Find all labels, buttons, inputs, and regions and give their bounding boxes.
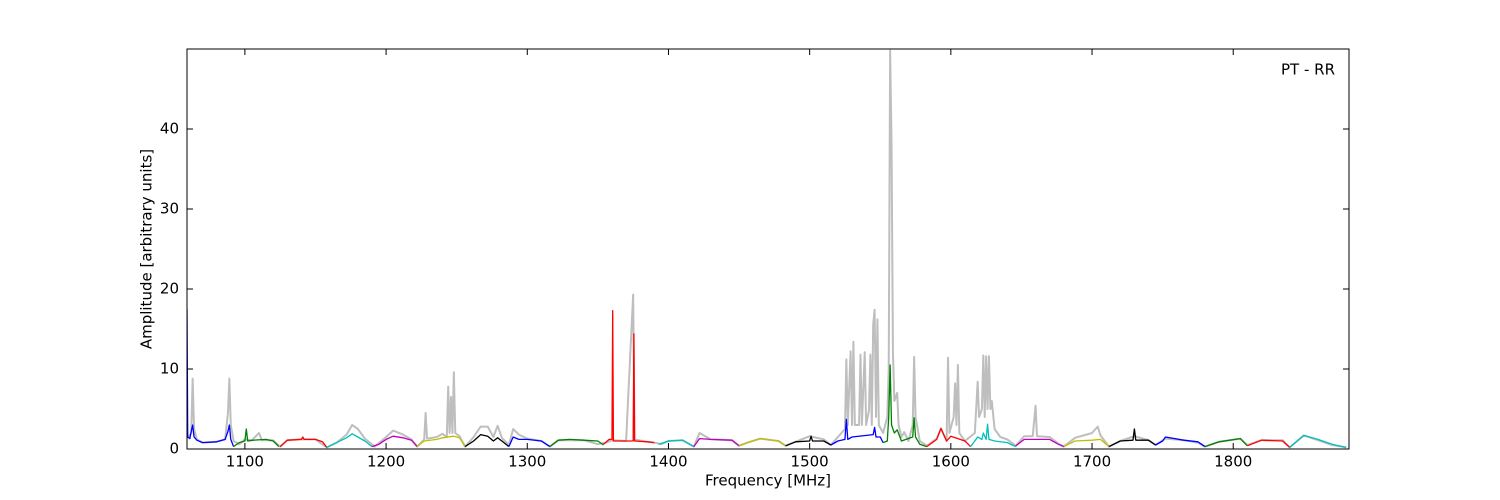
x-tick-label: 1100 <box>226 453 264 471</box>
y-tick-label: 20 <box>160 280 179 298</box>
subband-line <box>1204 437 1248 448</box>
subband-line <box>658 439 695 448</box>
x-tick-label: 1500 <box>791 453 829 471</box>
subband-line <box>326 433 373 448</box>
subband-line <box>1063 438 1110 448</box>
plot-area <box>187 49 1347 449</box>
x-tick-label: 1800 <box>1214 453 1252 471</box>
subband-line <box>279 436 328 448</box>
subband-line <box>371 435 418 448</box>
subband-line <box>1155 436 1206 448</box>
axes-frame <box>186 48 1350 450</box>
subband-line <box>464 433 510 448</box>
subband-line <box>549 438 604 448</box>
y-tick-label: 10 <box>160 360 179 378</box>
subband-line <box>738 437 787 447</box>
x-tick-label: 1400 <box>649 453 687 471</box>
subband-line <box>1108 428 1156 448</box>
subband-line <box>1289 434 1347 449</box>
subband-line <box>970 423 1017 448</box>
y-tick-label: 40 <box>160 120 179 138</box>
subband-line <box>785 435 832 447</box>
y-tick-label: 0 <box>169 440 179 458</box>
subband-line <box>693 437 740 447</box>
x-tick-label: 1300 <box>508 453 546 471</box>
subband-line <box>187 309 235 447</box>
annotation: PT - RR <box>1281 61 1335 79</box>
subband-line <box>830 418 884 446</box>
x-axis-label: Frequency [MHz] <box>705 472 831 490</box>
subband-line <box>882 364 928 448</box>
y-tick-label: 30 <box>160 200 179 218</box>
raw-spectrum <box>187 49 1347 449</box>
x-tick-label: 1700 <box>1073 453 1111 471</box>
x-tick-label: 1600 <box>932 453 970 471</box>
subband-line <box>508 436 551 448</box>
x-tick-label: 1200 <box>367 453 405 471</box>
subband-line <box>416 435 466 448</box>
subband-line <box>603 309 655 445</box>
subband-line <box>1015 438 1065 448</box>
subband-line <box>1247 439 1291 448</box>
subband-line <box>233 428 280 448</box>
y-axis-label: Amplitude [arbitrary units] <box>138 149 156 349</box>
subband-line <box>926 427 972 448</box>
